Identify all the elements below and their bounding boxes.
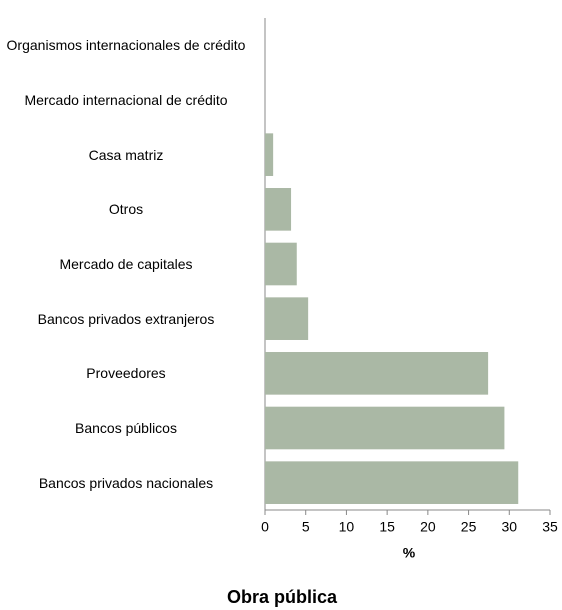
y-tick-label: Organismos internacionales de crédito <box>6 37 246 54</box>
chart-title: Obra pública <box>227 587 338 607</box>
bar <box>265 133 274 176</box>
y-tick-label: Otros <box>108 201 144 218</box>
x-tick-label: 20 <box>420 519 436 535</box>
bar <box>265 297 309 340</box>
x-tick-label: 30 <box>501 519 517 535</box>
y-tick-label: Bancos públicos <box>75 420 177 436</box>
bar <box>265 406 505 450</box>
x-tick-label: 5 <box>302 519 310 535</box>
y-tick-label: Proveedores <box>86 365 166 382</box>
x-tick-label: 25 <box>461 519 477 535</box>
y-tick-label: Bancos privados nacionales <box>38 474 214 491</box>
x-tick-label: 10 <box>339 519 355 535</box>
y-tick-label: Bancos privados extranjeros <box>37 310 215 327</box>
y-tick-label: Casa matriz <box>88 146 164 163</box>
bar <box>265 352 489 395</box>
bar <box>265 242 297 286</box>
bar <box>265 188 292 231</box>
x-tick-label: 0 <box>261 519 269 535</box>
x-tick-label: 15 <box>379 519 395 535</box>
x-axis-label: % <box>403 545 416 561</box>
y-tick-label: Mercado internacional de crédito <box>24 92 228 108</box>
y-tick-label: Mercado de capitales <box>59 256 193 272</box>
bar <box>265 461 519 504</box>
x-tick-label: 35 <box>542 519 558 535</box>
